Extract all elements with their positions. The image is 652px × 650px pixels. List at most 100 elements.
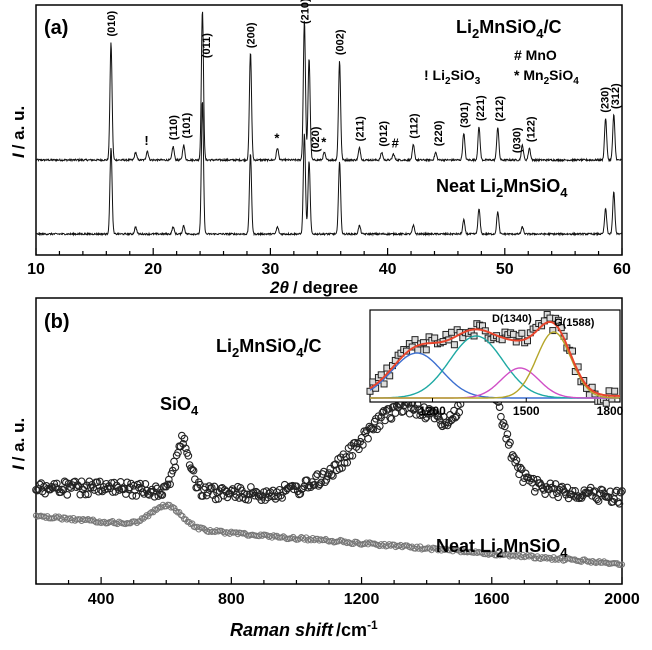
raman-point: [546, 479, 555, 488]
inset-point: [380, 380, 388, 388]
hkl-label: (110): [168, 115, 180, 140]
panel-a-hkl-labels: (010) (110) (101) (011) (200) (210) (020) (002)…: [106, 0, 622, 153]
b-x-axis-label: Raman shift/cm-1: [230, 618, 378, 640]
raman-point-neat: [67, 515, 74, 522]
raman-point: [322, 476, 331, 484]
panel-a-frame: [35, 4, 623, 256]
inset-peak-label-g: G(1588): [554, 317, 595, 329]
inset-point: [422, 346, 430, 354]
raman-point: [166, 480, 174, 489]
raman-point: [348, 451, 357, 460]
raman-point-neat: [140, 515, 147, 522]
panel-b: (b) 400 800 1200 1600 2000 Li2MnSiO4/C Neat …: [9, 297, 640, 640]
a-x-tick-label: 50: [496, 261, 514, 278]
raman-point-neat: [200, 525, 207, 532]
raman-point: [516, 463, 525, 472]
b-series-label-neat: Neat Li2MnSiO4: [436, 536, 568, 560]
raman-point: [52, 479, 61, 488]
raman-point: [503, 430, 512, 438]
raman-point: [248, 489, 257, 498]
b-x-tick-label: 1600: [474, 591, 510, 608]
raman-point: [616, 488, 625, 497]
inset-frame: [369, 309, 621, 403]
raman-point-neat: [299, 535, 307, 542]
raman-point-neat: [189, 520, 196, 527]
raman-point: [512, 456, 521, 465]
raman-point: [372, 414, 380, 423]
hkl-label: (210): [299, 0, 311, 24]
a-x-tick-label: 40: [379, 261, 397, 278]
raman-point-neat: [412, 545, 419, 552]
raman-point: [513, 463, 522, 472]
raman-point: [500, 422, 509, 431]
raman-point: [529, 474, 538, 483]
inset-x-tick-label: 1500: [513, 404, 540, 418]
raman-point: [188, 465, 197, 474]
inset-point: [611, 387, 619, 395]
raman-point: [158, 491, 167, 499]
hkl-label: (200): [245, 22, 257, 48]
raman-point: [106, 484, 115, 493]
raman-point: [319, 467, 328, 476]
hkl-label: (312): [610, 83, 622, 109]
raman-point: [612, 486, 621, 495]
inset-point: [602, 399, 610, 407]
raman-point: [386, 413, 395, 422]
panel-a-x-ticks: 10 20 30 40 50 60: [27, 248, 631, 278]
hkl-label: (301): [459, 102, 471, 128]
hkl-label: (010): [106, 10, 118, 36]
legend-li2sio3: ! Li2SiO3: [424, 67, 481, 87]
raman-point: [343, 458, 352, 467]
inset-x-tick-label: 1800: [597, 404, 624, 418]
raman-point: [502, 434, 510, 443]
inset-data: [366, 311, 621, 407]
raman-point: [136, 479, 145, 488]
b-x-tick-label: 800: [218, 591, 245, 608]
hkl-label: (030): [512, 127, 524, 153]
hkl-label: (002): [335, 29, 347, 55]
raman-point: [250, 491, 259, 500]
a-x-tick-label: 20: [144, 261, 162, 278]
panel-a-tag: (a): [44, 17, 68, 39]
b-series-label-composite: Li2MnSiO4/C: [216, 336, 321, 360]
hkl-label: (122): [526, 116, 538, 142]
hkl-label: (211): [354, 116, 366, 141]
inset-point: [605, 387, 613, 395]
raman-point: [180, 434, 189, 443]
raman-point: [116, 478, 125, 486]
raman-point-neat: [338, 537, 346, 544]
raman-point: [618, 487, 626, 495]
raman-point: [452, 412, 461, 420]
raman-point: [598, 486, 607, 494]
raman-point-neat: [133, 519, 141, 527]
raman-point: [135, 483, 143, 492]
b-x-tick-label: 1200: [344, 591, 380, 608]
a-x-tick-label: 30: [262, 261, 280, 278]
raman-point: [313, 470, 322, 478]
raman-point: [521, 469, 530, 478]
panel-a-impurity-marks: ! * * #: [144, 131, 399, 151]
panel-a-traces: [35, 11, 623, 237]
inset-point: [546, 314, 554, 322]
raman-point: [530, 487, 539, 496]
hkl-label: (230): [599, 87, 611, 113]
hkl-label: (020): [310, 126, 322, 152]
raman-point-neat: [413, 543, 420, 550]
inset-peak-label-d: D(1340): [492, 313, 532, 325]
impurity-mark: *: [321, 134, 327, 149]
inset-x-ticks: 1200 1500 1800: [419, 398, 624, 418]
a-y-axis-label: I/ a. u.: [9, 106, 28, 158]
raman-point: [508, 451, 517, 459]
raman-point: [517, 465, 526, 474]
b-y-axis-label: I/ a. u.: [9, 418, 28, 470]
panel-b-x-ticks: 400 800 1200 1600 2000: [35, 577, 640, 608]
raman-point-neat: [377, 541, 385, 548]
raman-point: [63, 491, 72, 499]
raman-point: [316, 480, 324, 489]
a-series-label-composite: Li2MnSiO4/C: [456, 17, 561, 41]
raman-point: [594, 497, 603, 505]
b-x-tick-label: 2000: [604, 591, 640, 608]
inset-point: [448, 328, 456, 336]
raman-point: [187, 464, 195, 473]
